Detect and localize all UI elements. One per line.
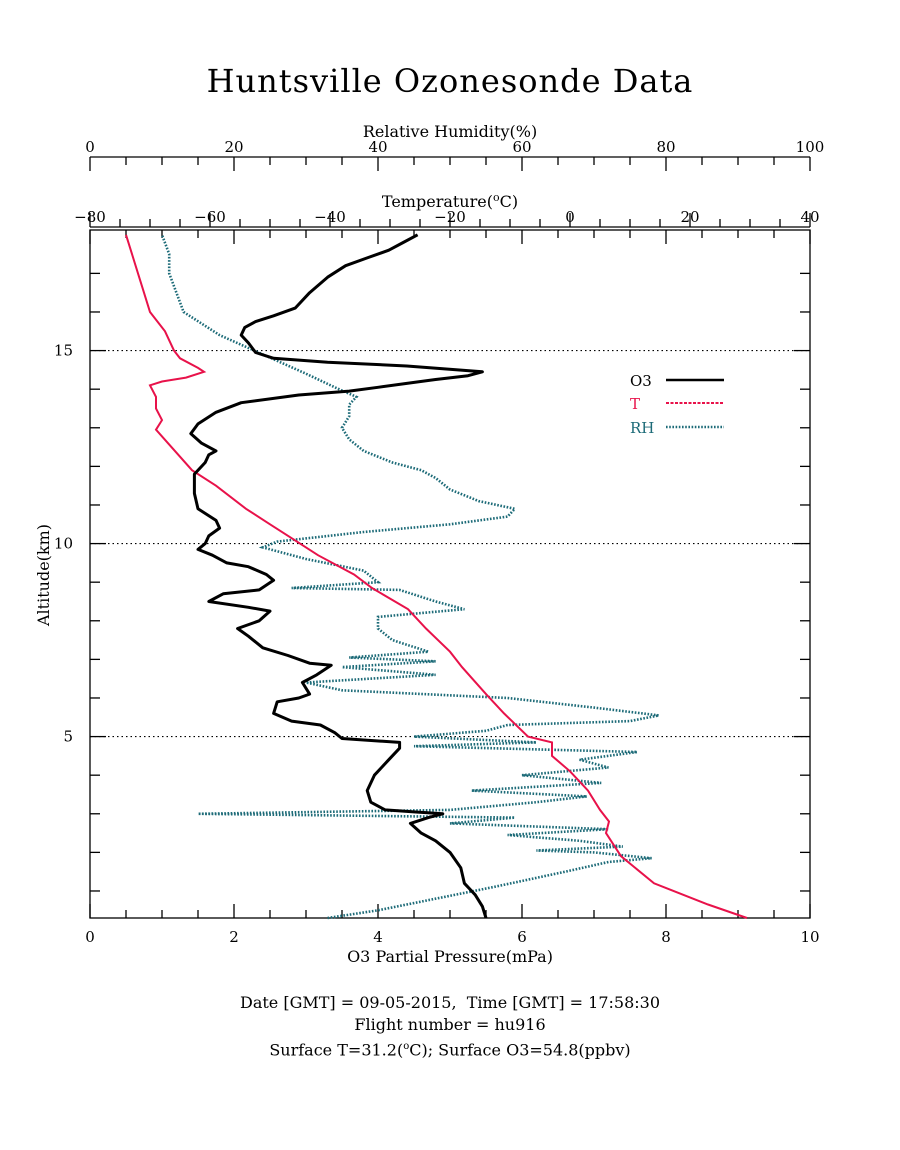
- temperature-tick-label: 20: [680, 208, 699, 226]
- rh-tick-label: 100: [796, 138, 825, 156]
- surface-values-line: Surface T=31.2(oC); Surface O3=54.8(ppbv…: [0, 1036, 900, 1061]
- flight-number-line: Flight number = hu916: [354, 1015, 546, 1034]
- chart-body: 0 20 40 60 80 100 −80 −60 −40 −20 0 20 40 0 2 4 6 8 10 5 10 1…: [54, 138, 824, 946]
- legend-label-o3: O3: [630, 372, 652, 390]
- ozone-tick-label: 8: [661, 928, 671, 946]
- ozone-tick-label: 4: [373, 928, 383, 946]
- legend-label-rh: RH: [630, 419, 654, 437]
- temperature-axis-title-prefix: Temperature(: [382, 192, 493, 211]
- altitude-tick-label: 5: [63, 728, 73, 746]
- surface-values-sup: o: [403, 1041, 410, 1052]
- temperature-axis-title-suffix: C): [500, 192, 518, 211]
- ozone-series-line: [189, 233, 488, 919]
- rh-tick-label: 0: [85, 138, 95, 156]
- rh-tick-label: 20: [224, 138, 243, 156]
- temperature-tick-label: −80: [74, 208, 106, 226]
- altitude-tick-label: 15: [54, 342, 73, 360]
- temperature-tick-label: 0: [565, 208, 575, 226]
- altitude-axis-title: Altitude(km): [34, 524, 53, 627]
- temperature-tick-label: −40: [314, 208, 346, 226]
- rh-tick-label: 40: [368, 138, 387, 156]
- surface-values-prefix: Surface T=31.2(: [269, 1040, 404, 1060]
- ozone-tick-label: 10: [800, 928, 819, 946]
- sounding-info: Date [GMT] = 09-05-2015, Time [GMT] = 17…: [0, 992, 900, 1061]
- altitude-tick-label: 10: [54, 535, 73, 553]
- rh-tick-label: 60: [512, 138, 531, 156]
- temperature-series-line: [125, 234, 748, 919]
- surface-values-suffix: C); Surface O3=54.8(ppbv): [409, 1040, 631, 1060]
- temperature-axis-title: Temperature(oC): [382, 191, 518, 211]
- temperature-tick-label: −60: [194, 208, 226, 226]
- plot-frame: [89, 229, 811, 919]
- temperature-tick-label: 40: [800, 208, 819, 226]
- ozone-tick-label: 6: [517, 928, 527, 946]
- chart-title: Huntsville Ozonesonde Data: [207, 62, 694, 100]
- rh-series-line: [160, 234, 660, 920]
- rh-tick-label: 80: [656, 138, 675, 156]
- date-time-line: Date [GMT] = 09-05-2015, Time [GMT] = 17…: [239, 993, 661, 1012]
- temperature-axis-title-sup: o: [493, 191, 500, 204]
- ozone-axis-title: O3 Partial Pressure(mPa): [347, 947, 553, 966]
- legend-label-t: T: [630, 395, 640, 413]
- ozone-tick-label: 2: [229, 928, 239, 946]
- rh-axis-title: Relative Humidity(%): [363, 122, 537, 141]
- temperature-tick-label: −20: [434, 208, 466, 226]
- ozone-tick-label: 0: [85, 928, 95, 946]
